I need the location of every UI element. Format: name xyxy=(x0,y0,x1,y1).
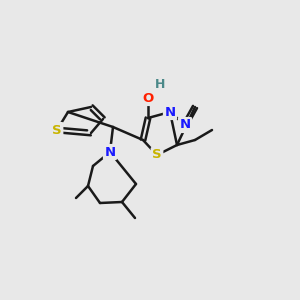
Text: H: H xyxy=(155,77,165,91)
Text: N: N xyxy=(164,106,175,118)
Text: S: S xyxy=(152,148,162,161)
Text: N: N xyxy=(179,118,191,131)
Text: S: S xyxy=(52,124,62,136)
Text: N: N xyxy=(104,146,116,158)
Text: O: O xyxy=(142,92,154,104)
